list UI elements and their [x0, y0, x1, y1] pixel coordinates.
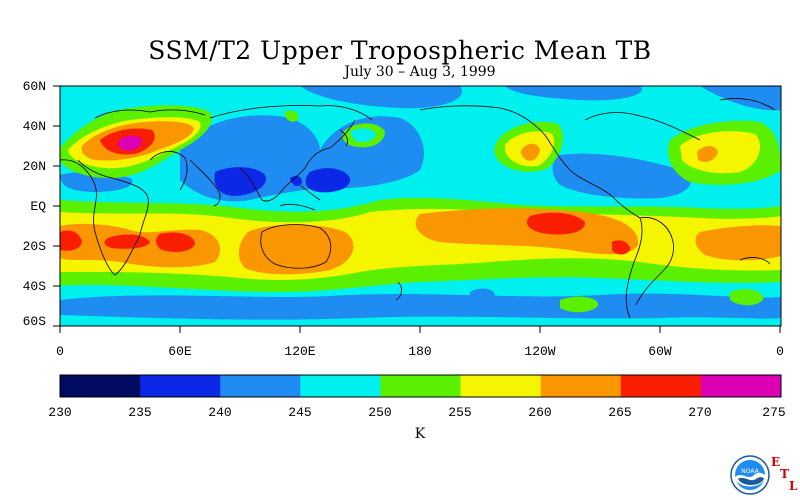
etl-letter: T [780, 467, 789, 481]
y-tick-label: 60S [22, 314, 46, 329]
colorbar-tick-label: 260 [528, 405, 552, 420]
y-tick-label: 20S [22, 239, 46, 254]
x-tick-label: 60W [648, 344, 672, 359]
colorbar-tick-label: 235 [128, 405, 152, 420]
x-tick-label: 180 [408, 344, 432, 359]
colorbar-segment [300, 375, 381, 397]
colorbar [59, 374, 782, 398]
noaa-logo-text: NOAA [741, 468, 759, 475]
y-tick-label: EQ [30, 199, 46, 214]
colorbar-tick-label: 270 [688, 405, 712, 420]
colorbar-segment [700, 375, 782, 397]
x-tick-label: 0 [56, 344, 64, 359]
etl-letter: E [771, 455, 781, 469]
x-tick-label: 120W [524, 344, 556, 359]
x-tick-label: 60E [168, 344, 192, 359]
colorbar-segment [540, 375, 622, 397]
x-tick-label: 0 [776, 344, 784, 359]
colorbar-tick-label: 250 [368, 405, 392, 420]
noaa-logo: NOAA [730, 455, 770, 495]
colorbar-segment [140, 375, 221, 397]
map-subtitle: July 30 – Aug 3, 1999 [344, 64, 496, 80]
y-tick-label: 60N [22, 79, 46, 94]
colorbar-segment [60, 375, 141, 397]
axis-ticks [53, 85, 781, 333]
y-tick-label: 20N [22, 159, 46, 174]
colorbar-segment [460, 375, 542, 397]
colorbar-segment [380, 375, 462, 397]
colorbar-unit: K [414, 426, 426, 442]
colorbar-tick-label: 255 [448, 405, 472, 420]
y-tick-label: 40S [22, 279, 46, 294]
colorbar-segment [620, 375, 702, 397]
x-tick-label: 120E [284, 344, 316, 359]
map-title: SSM/T2 Upper Tropospheric Mean TB [148, 36, 652, 65]
coastlines [60, 98, 776, 319]
colorbar-tick-label: 265 [608, 405, 632, 420]
colorbar-tick-label: 275 [762, 405, 786, 420]
etl-letter: L [789, 479, 798, 493]
temperature-field [60, 86, 781, 326]
colorbar-tick-label: 230 [48, 405, 72, 420]
colorbar-tick-label: 240 [208, 405, 232, 420]
colorbar-segment [220, 375, 301, 397]
colorbar-tick-label: 245 [288, 405, 312, 420]
y-tick-label: 40N [22, 119, 46, 134]
